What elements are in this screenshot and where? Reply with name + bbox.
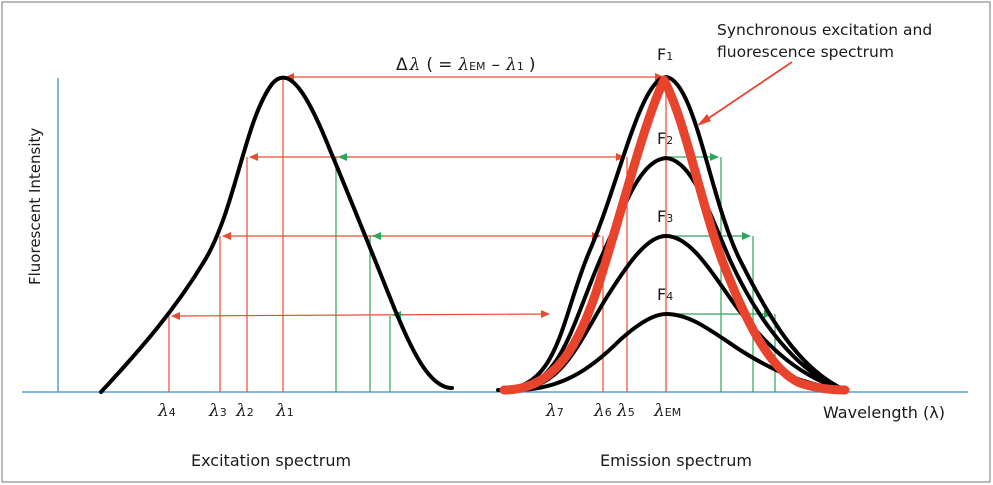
tick-lambda1: λ1 xyxy=(275,401,294,421)
synchronous-curve xyxy=(499,75,850,395)
synchronous-pointer xyxy=(699,61,793,125)
wavelength-ticks: λ4 λ3 λ2 λ1 λ7 λ6 λ5 λEM xyxy=(157,401,681,421)
arrow-row-4 xyxy=(171,310,550,320)
tick-lambda3: λ3 xyxy=(208,401,227,421)
peak-label-f2: F2 xyxy=(657,129,673,148)
emission-curve-f2 xyxy=(503,155,847,392)
excitation-caption: Excitation spectrum xyxy=(191,451,351,470)
synchronous-label-line1: Synchronous excitation and xyxy=(717,21,932,39)
tick-lambda4: λ4 xyxy=(157,401,176,421)
synchronous-pointer-head xyxy=(697,114,711,126)
peak-labels: F1 F2 F3 F4 xyxy=(657,45,673,304)
tick-lambda-em: λEM xyxy=(653,401,681,421)
x-axis-label: Wavelength (λ) xyxy=(823,403,945,422)
tick-lambda5: λ5 xyxy=(616,401,635,421)
y-axis-label: Fluorescent Intensity xyxy=(26,128,44,285)
peak-label-f4: F4 xyxy=(657,285,673,304)
excitation-curve xyxy=(99,75,454,394)
emission-caption: Emission spectrum xyxy=(600,451,752,470)
peak-label-f1: F1 xyxy=(657,45,673,64)
red-arrows xyxy=(171,73,664,320)
tick-lambda2: λ2 xyxy=(235,401,254,421)
synchronous-label-line2: fluorescence spectrum xyxy=(717,43,894,61)
tick-lambda7: λ7 xyxy=(545,401,564,421)
tick-lambda6: λ6 xyxy=(593,401,612,421)
peak-label-f3: F3 xyxy=(657,207,673,226)
